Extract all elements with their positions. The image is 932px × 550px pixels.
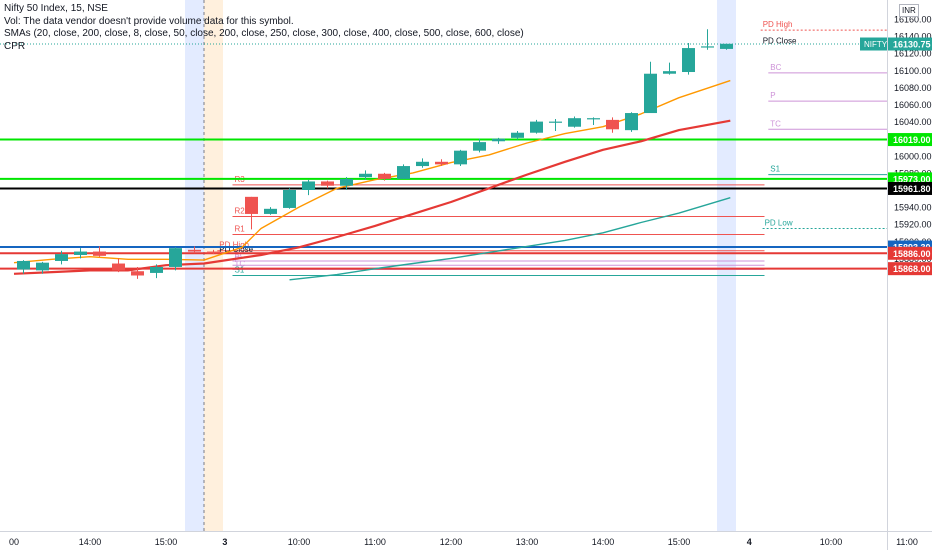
price-tick-label: 16160.00 <box>894 15 932 25</box>
level-label: P <box>235 255 240 264</box>
candle-down[interactable] <box>112 263 125 271</box>
candle-up[interactable] <box>663 71 676 74</box>
level-label: P <box>770 91 775 100</box>
level-label: S1 <box>235 266 245 275</box>
symbol-badge-label: NIFTY <box>864 40 888 49</box>
time-tick-label: 13:00 <box>516 537 539 547</box>
cpr-indicator-label[interactable]: CPR <box>4 40 26 52</box>
level-label: PD Low <box>765 218 793 227</box>
time-tick-label: 11:00 <box>896 537 918 547</box>
time-tick-label: 10:00 <box>288 537 311 547</box>
time-tick-label: 11:00 <box>364 537 386 547</box>
candle-up[interactable] <box>302 181 315 190</box>
candle-up[interactable] <box>150 266 163 273</box>
candle-up[interactable] <box>74 251 87 255</box>
candle-down[interactable] <box>207 251 220 254</box>
level-label: BC <box>235 251 246 260</box>
price-badge-label: 15886.00 <box>893 249 931 259</box>
price-badge <box>888 37 932 51</box>
price-badge-label: 15973.00 <box>893 174 931 184</box>
price-tick-label: 15940.00 <box>894 203 932 213</box>
level-label: R2 <box>235 207 246 216</box>
price-badge-label: 15868.00 <box>893 264 931 274</box>
price-badge <box>888 262 932 276</box>
symbol-title[interactable]: Nifty 50 Index, 15, NSE <box>4 3 108 14</box>
level-label: TC <box>770 119 781 128</box>
candle-up[interactable] <box>644 73 657 114</box>
candle-up[interactable] <box>416 161 429 167</box>
price-tick-label: 16100.00 <box>894 66 932 76</box>
time-tick-label: 12:00 <box>440 537 463 547</box>
price-tick-label: 16000.00 <box>894 151 932 161</box>
price-tick-label: 16060.00 <box>894 100 932 110</box>
candle-up[interactable] <box>264 208 277 214</box>
candle-up[interactable] <box>36 262 49 271</box>
volume-indicator-label[interactable]: Vol: The data vendor doesn't provide vol… <box>4 15 294 27</box>
level-label: PD High <box>763 20 793 29</box>
candle-up[interactable] <box>682 48 695 73</box>
candle-up[interactable] <box>492 138 505 142</box>
candle-up[interactable] <box>169 248 182 267</box>
candle-up[interactable] <box>17 260 30 270</box>
candle-up[interactable] <box>359 173 372 178</box>
price-tick-label: 15920.00 <box>894 220 932 230</box>
price-tick-label: 16040.00 <box>894 117 932 127</box>
candle-up[interactable] <box>625 113 638 131</box>
price-badge <box>888 133 932 147</box>
price-tick-label: 16080.00 <box>894 83 932 93</box>
level-label: TC <box>235 260 246 269</box>
level-label: BC <box>770 63 781 72</box>
sma-line[interactable] <box>13 119 731 275</box>
level-label: PD High <box>219 241 249 250</box>
time-tick-label: 14:00 <box>592 537 615 547</box>
candle-down[interactable] <box>188 249 201 252</box>
session-highlight-band <box>185 0 204 531</box>
candle-up[interactable] <box>511 132 524 138</box>
candle-down[interactable] <box>321 181 334 186</box>
time-tick-label: 00 <box>9 537 19 547</box>
candle-down[interactable] <box>131 271 144 276</box>
candle-up[interactable] <box>340 178 353 186</box>
candle-down[interactable] <box>245 196 258 214</box>
candle-up[interactable] <box>473 142 486 151</box>
price-badge <box>888 181 932 195</box>
session-highlight-band <box>204 0 223 531</box>
candle-up[interactable] <box>454 150 467 165</box>
sma-indicator-label[interactable]: SMAs (20, close, 200, close, 8, close, 5… <box>4 28 524 39</box>
time-tick-label: 4 <box>747 537 752 547</box>
level-label: PD Close <box>763 36 797 45</box>
price-badge <box>888 246 932 260</box>
candle-up[interactable] <box>283 190 296 208</box>
candle-up[interactable] <box>720 43 733 49</box>
candle-up[interactable] <box>587 118 600 120</box>
candle-up[interactable] <box>55 254 68 261</box>
time-tick-label: 14:00 <box>79 537 102 547</box>
symbol-badge <box>860 37 887 51</box>
price-tick-label: 16140.00 <box>894 32 932 42</box>
candle-down[interactable] <box>378 173 391 179</box>
level-label: R1 <box>235 224 246 233</box>
currency-scale-button[interactable]: INR <box>899 4 919 17</box>
chart-legend: Nifty 50 Index, 15, NSE Vol: The data ve… <box>4 3 524 53</box>
price-badge-label: 16019.00 <box>893 135 931 145</box>
candle-up[interactable] <box>568 118 581 127</box>
candle-up[interactable] <box>701 46 714 48</box>
time-tick-label: 15:00 <box>668 537 691 547</box>
candle-down[interactable] <box>606 119 619 130</box>
candle-up[interactable] <box>549 121 562 123</box>
sma-line[interactable] <box>289 197 731 281</box>
sma-line[interactable] <box>13 79 731 264</box>
candle-down[interactable] <box>93 251 106 256</box>
price-badge-label: 16130.75 <box>893 40 931 50</box>
time-tick-label: 3 <box>222 537 227 547</box>
time-tick-label: 15:00 <box>155 537 178 547</box>
candle-up[interactable] <box>530 121 543 133</box>
level-label: S1 <box>770 165 780 174</box>
time-tick-label: 10:00 <box>820 537 843 547</box>
price-badge-label: 15961.80 <box>893 184 931 194</box>
price-tick-label: 16120.00 <box>894 49 932 59</box>
candle-down[interactable] <box>435 161 448 165</box>
candle-up[interactable] <box>397 166 410 179</box>
